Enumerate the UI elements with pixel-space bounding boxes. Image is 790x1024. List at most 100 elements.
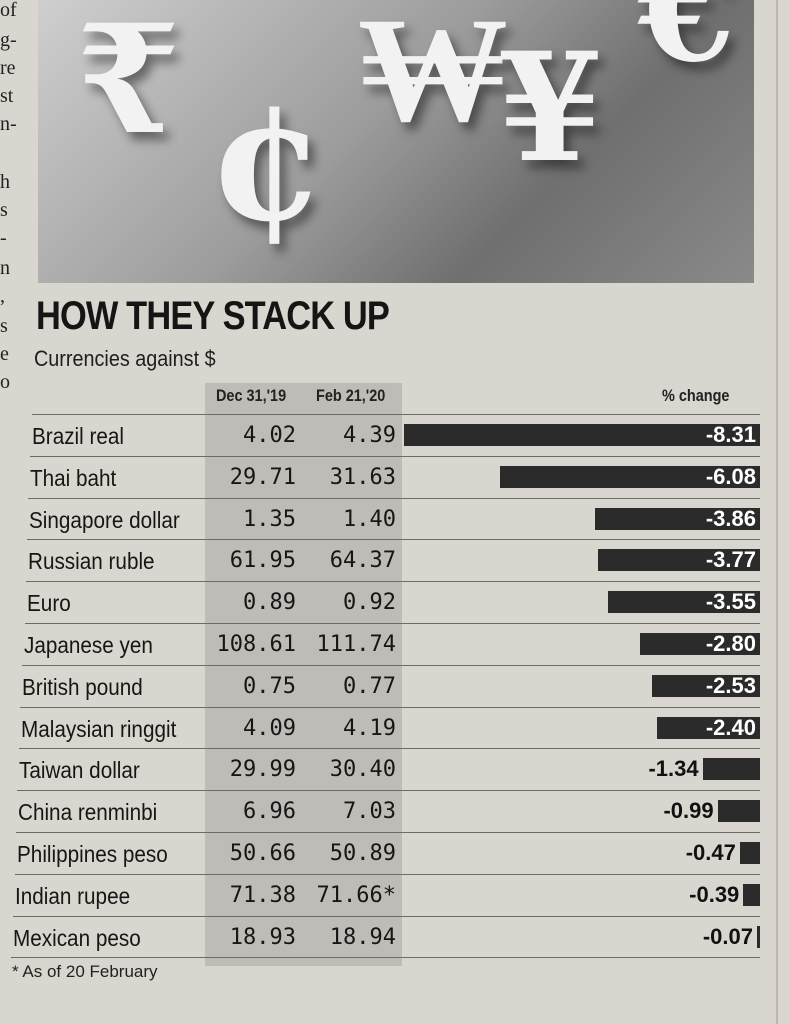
currency-name: Brazil real	[32, 423, 125, 449]
pct-change-label: -2.53	[705, 672, 756, 698]
column-fragment: re	[0, 57, 16, 79]
pct-change-label: -0.07	[702, 923, 753, 949]
header-divider	[32, 414, 760, 415]
row-divider	[20, 706, 760, 708]
rate-feb21: 4.19	[343, 715, 396, 741]
currency-name: Russian ruble	[28, 548, 155, 575]
rate-dec31: 4.09	[243, 715, 296, 741]
column-fragment: ,	[0, 285, 5, 307]
row-divider	[15, 873, 760, 875]
rate-dec31: 1.35	[243, 506, 296, 532]
rate-feb21: 18.94	[329, 924, 396, 950]
column-fragment: n	[0, 257, 10, 279]
pct-change-label: -6.08	[705, 463, 756, 489]
pct-change-bar	[404, 424, 760, 446]
chart-title: HOW THEY STACK UP	[36, 294, 390, 338]
column-fragment: n-	[0, 113, 17, 135]
currency-name: Singapore dollar	[29, 506, 180, 533]
row-divider	[22, 664, 760, 666]
rate-feb21: 50.89	[329, 841, 396, 866]
pct-change-bar	[651, 674, 760, 697]
pct-change-label: -2.40	[705, 714, 756, 740]
pct-change-bar	[607, 591, 760, 614]
rate-dec31: 18.93	[229, 924, 296, 950]
currency-name: Mexican peso	[13, 924, 141, 951]
rate-dec31: 0.89	[243, 590, 296, 616]
rate-feb21: 71.66*	[316, 882, 396, 908]
yen-glyph: ¥	[498, 20, 603, 196]
pct-change-bar	[499, 465, 760, 488]
column-fragment: st	[0, 85, 14, 107]
column-fragment: o	[0, 371, 10, 393]
currency-name: Indian rupee	[15, 882, 131, 909]
pct-change-bar	[657, 716, 760, 739]
rate-dec31: 4.02	[243, 423, 296, 448]
rate-dec31: 29.99	[229, 757, 296, 783]
row-divider	[27, 539, 760, 541]
column-fragment: -	[0, 227, 7, 249]
rate-feb21: 4.39	[343, 423, 396, 448]
pct-change-bar	[757, 925, 760, 948]
column-header-feb21: Feb 21,'20	[316, 386, 386, 405]
rate-feb21: 0.92	[343, 590, 396, 616]
column-fragment: e	[0, 343, 9, 365]
rate-feb21: 30.40	[329, 757, 396, 783]
rate-dec31: 6.96	[243, 799, 296, 825]
rate-feb21: 1.40	[343, 506, 396, 532]
row-divider	[11, 957, 760, 959]
rate-dec31: 108.61	[216, 632, 296, 657]
rate-feb21: 31.63	[329, 464, 396, 490]
row-divider	[13, 915, 760, 917]
pct-change-label: -3.55	[705, 589, 756, 615]
column-fragment: g-	[0, 29, 17, 51]
column-fragment: s	[0, 315, 8, 337]
chart-subtitle: Currencies against $	[34, 346, 216, 371]
row-divider	[26, 581, 760, 583]
currency-name: Euro	[27, 590, 71, 617]
pct-change-label: -0.39	[689, 881, 740, 907]
rate-feb21: 7.03	[343, 799, 396, 825]
column-fragment: of	[0, 0, 17, 21]
rate-dec31: 29.71	[229, 464, 296, 490]
currency-name: British pound	[22, 673, 143, 700]
pct-change-bar	[743, 883, 760, 906]
currency-name: Malaysian ringgit	[21, 715, 177, 742]
column-header-pct-change: % change	[662, 386, 730, 405]
rate-dec31: 50.66	[229, 841, 296, 866]
pct-change-bar	[739, 842, 760, 864]
pct-change-label: -1.34	[648, 756, 699, 782]
currency-name: Taiwan dollar	[19, 757, 140, 784]
euro-glyph: €	[638, 0, 736, 94]
rate-feb21: 0.77	[343, 673, 396, 699]
pct-change-label: -2.80	[705, 631, 756, 656]
currency-name: China renminbi	[18, 799, 158, 826]
rupee-glyph: ₹	[76, 0, 181, 168]
pct-change-bar	[594, 507, 760, 530]
row-divider	[28, 497, 760, 499]
rate-feb21: 111.74	[316, 632, 396, 657]
rate-dec31: 0.75	[243, 673, 296, 699]
pct-change-label: -0.99	[663, 798, 714, 824]
rate-dec31: 61.95	[229, 548, 296, 574]
pct-change-bar	[598, 549, 760, 572]
won-glyph: ₩	[358, 0, 508, 156]
currency-name: Thai baht	[30, 464, 117, 491]
row-divider	[25, 623, 760, 624]
rate-columns-shading	[205, 383, 402, 966]
row-divider	[19, 748, 760, 750]
column-header-dec31: Dec 31,'19	[216, 386, 287, 405]
page-edge-divider	[776, 0, 778, 1024]
pct-change-label: -3.77	[705, 547, 756, 573]
column-fragment: s	[0, 199, 8, 221]
row-divider	[30, 455, 760, 457]
rate-dec31: 71.38	[229, 882, 296, 908]
currency-name: Philippines peso	[17, 841, 168, 867]
currency-symbols-photo: ₹ ¢ ₩ ¥ €	[38, 0, 754, 283]
currency-name: Japanese yen	[24, 632, 153, 658]
cent-glyph: ¢	[208, 60, 327, 260]
footnote: * As of 20 February	[12, 962, 158, 981]
pct-change-label: -0.47	[685, 840, 736, 865]
pct-change-bar	[640, 633, 760, 655]
pct-change-label: -8.31	[705, 422, 756, 447]
